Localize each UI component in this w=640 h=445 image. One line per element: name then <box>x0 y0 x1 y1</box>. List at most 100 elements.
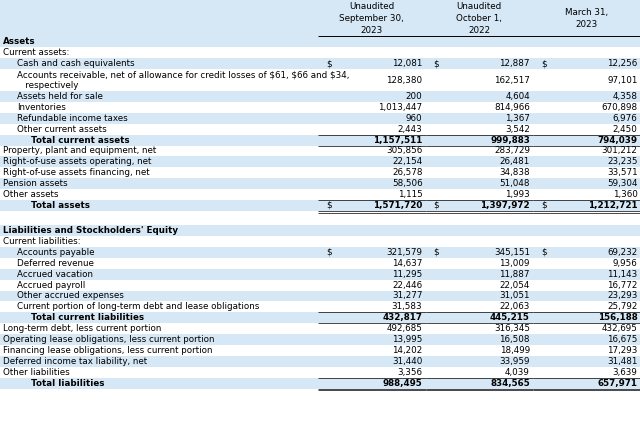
Text: $: $ <box>433 59 439 68</box>
Text: 156,188: 156,188 <box>598 313 637 322</box>
Text: 432,695: 432,695 <box>602 324 637 333</box>
Text: 31,440: 31,440 <box>392 357 422 366</box>
Text: 11,143: 11,143 <box>607 270 637 279</box>
Text: 305,856: 305,856 <box>386 146 422 155</box>
Bar <box>0 378 640 388</box>
Bar <box>0 91 640 102</box>
Bar <box>0 134 640 146</box>
Text: 492,685: 492,685 <box>387 324 422 333</box>
Bar <box>0 189 640 200</box>
Bar <box>0 211 640 225</box>
Bar <box>0 323 640 334</box>
Bar <box>0 36 640 47</box>
Text: Long-term debt, less current portion: Long-term debt, less current portion <box>3 324 161 333</box>
Text: 31,481: 31,481 <box>607 357 637 366</box>
Bar <box>0 156 640 167</box>
Text: 1,571,720: 1,571,720 <box>373 201 422 210</box>
Text: 18,499: 18,499 <box>500 346 530 355</box>
Bar <box>0 279 640 291</box>
Text: 1,212,721: 1,212,721 <box>588 201 637 210</box>
Text: 31,051: 31,051 <box>499 291 530 300</box>
Text: Deferred revenue: Deferred revenue <box>17 259 93 268</box>
Bar <box>0 291 640 301</box>
Text: Accounts payable: Accounts payable <box>17 248 94 257</box>
Bar <box>0 47 640 58</box>
Text: Property, plant and equipment, net: Property, plant and equipment, net <box>3 146 156 155</box>
Text: 33,959: 33,959 <box>499 357 530 366</box>
Bar <box>0 301 640 312</box>
Bar <box>0 388 640 445</box>
Text: Accrued vacation: Accrued vacation <box>17 270 93 279</box>
Text: 34,838: 34,838 <box>499 168 530 177</box>
Text: 1,367: 1,367 <box>505 114 530 123</box>
Text: 22,446: 22,446 <box>392 280 422 290</box>
Text: 22,063: 22,063 <box>500 302 530 312</box>
Text: Other liabilities: Other liabilities <box>3 368 69 377</box>
Text: $: $ <box>433 201 439 210</box>
Text: 128,380: 128,380 <box>387 76 422 85</box>
Text: 1,157,511: 1,157,511 <box>373 136 422 145</box>
Text: 69,232: 69,232 <box>607 248 637 257</box>
Text: 162,517: 162,517 <box>494 76 530 85</box>
Text: Total current assets: Total current assets <box>31 136 129 145</box>
Text: 1,397,972: 1,397,972 <box>480 201 530 210</box>
Text: 26,578: 26,578 <box>392 168 422 177</box>
Text: 16,675: 16,675 <box>607 335 637 344</box>
Text: 445,215: 445,215 <box>490 313 530 322</box>
Text: 22,154: 22,154 <box>392 158 422 166</box>
Text: 12,081: 12,081 <box>392 59 422 68</box>
Text: 31,277: 31,277 <box>392 291 422 300</box>
Text: 51,048: 51,048 <box>499 179 530 188</box>
Text: 999,883: 999,883 <box>490 136 530 145</box>
Text: $: $ <box>541 201 547 210</box>
Bar <box>0 146 640 156</box>
Text: March 31,
2023: March 31, 2023 <box>565 8 609 28</box>
Text: 814,966: 814,966 <box>494 103 530 112</box>
Text: 97,101: 97,101 <box>607 76 637 85</box>
Text: 23,235: 23,235 <box>607 158 637 166</box>
Text: 16,772: 16,772 <box>607 280 637 290</box>
Text: 2,450: 2,450 <box>612 125 637 134</box>
Text: 22,054: 22,054 <box>500 280 530 290</box>
Bar <box>0 225 640 236</box>
Text: $: $ <box>433 248 439 257</box>
Text: 11,295: 11,295 <box>392 270 422 279</box>
Bar <box>0 167 640 178</box>
Text: 13,995: 13,995 <box>392 335 422 344</box>
Text: Liabilities and Stockholders' Equity: Liabilities and Stockholders' Equity <box>3 226 178 235</box>
Text: $: $ <box>326 59 332 68</box>
Bar <box>0 334 640 345</box>
Text: Current portion of long-term debt and lease obligations: Current portion of long-term debt and le… <box>17 302 259 312</box>
Bar <box>0 312 640 323</box>
Text: Right-of-use assets operating, net: Right-of-use assets operating, net <box>3 158 151 166</box>
Text: 432,817: 432,817 <box>383 313 422 322</box>
Text: 321,579: 321,579 <box>387 248 422 257</box>
Text: 6,976: 6,976 <box>612 114 637 123</box>
Text: Other assets: Other assets <box>3 190 58 199</box>
Text: 345,151: 345,151 <box>494 248 530 257</box>
Text: $: $ <box>326 201 332 210</box>
Text: 31,583: 31,583 <box>392 302 422 312</box>
Text: 14,637: 14,637 <box>392 259 422 268</box>
Text: 1,115: 1,115 <box>397 190 422 199</box>
Text: Current liabilities:: Current liabilities: <box>3 237 80 246</box>
Text: 12,887: 12,887 <box>499 59 530 68</box>
Bar <box>0 367 640 378</box>
Text: 1,360: 1,360 <box>612 190 637 199</box>
Bar <box>0 178 640 189</box>
Bar <box>0 113 640 124</box>
Text: Cash and cash equivalents: Cash and cash equivalents <box>17 59 134 68</box>
Text: 9,956: 9,956 <box>612 259 637 268</box>
Text: 26,481: 26,481 <box>500 158 530 166</box>
Text: 25,792: 25,792 <box>607 302 637 312</box>
Text: 33,571: 33,571 <box>607 168 637 177</box>
Text: 12,256: 12,256 <box>607 59 637 68</box>
Text: Financing lease obligations, less current portion: Financing lease obligations, less curren… <box>3 346 212 355</box>
Text: 3,356: 3,356 <box>397 368 422 377</box>
Bar <box>0 0 640 36</box>
Text: Unaudited
September 30,
2023: Unaudited September 30, 2023 <box>339 2 404 35</box>
Bar <box>0 247 640 258</box>
Bar <box>0 102 640 113</box>
Text: 58,506: 58,506 <box>392 179 422 188</box>
Text: Accounts receivable, net of allowance for credit losses of $61, $66 and $34,: Accounts receivable, net of allowance fo… <box>17 70 349 79</box>
